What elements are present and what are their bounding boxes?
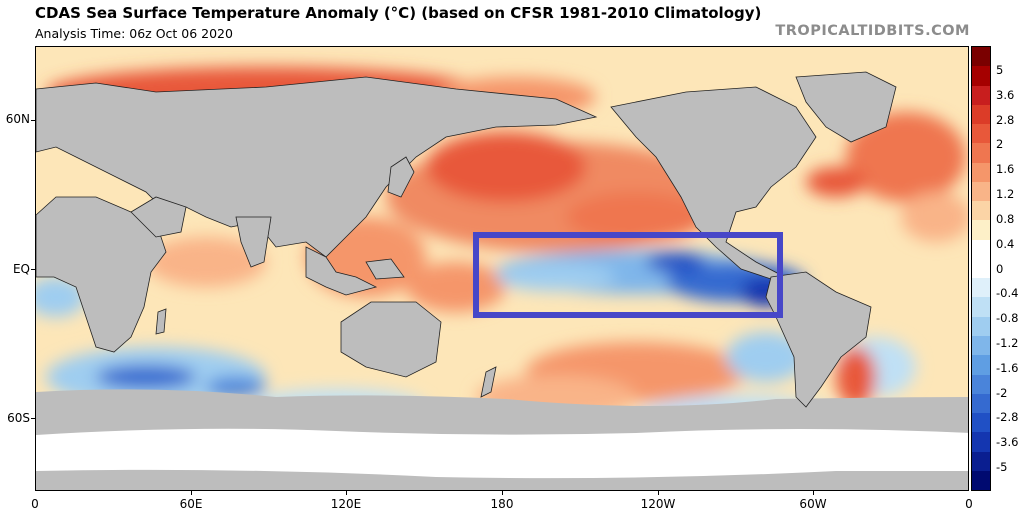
colorbar-segment: [972, 393, 990, 414]
colorbar-tick-label: 2.8: [996, 112, 1015, 127]
lon-tick: [658, 491, 659, 495]
lon-label-0-left: 0: [31, 497, 39, 511]
colorbar-segment: [972, 316, 990, 336]
map-canvas: [36, 47, 968, 490]
colorbar-segment: [972, 278, 990, 298]
chart-title: CDAS Sea Surface Temperature Anomaly (°C…: [35, 4, 762, 22]
colorbar-segment: [972, 413, 990, 433]
colorbar-segment: [972, 181, 990, 202]
lon-tick: [191, 491, 192, 495]
colorbar-tick-label: 3.6: [996, 87, 1015, 102]
land-masses: [36, 71, 897, 408]
colorbar-segment: [972, 162, 990, 182]
analysis-time: Analysis Time: 06z Oct 06 2020: [35, 26, 233, 41]
colorbar-segment: [972, 374, 990, 394]
lat-label-60n: 60N: [5, 112, 30, 126]
lat-label-eq: EQ: [12, 262, 30, 276]
lon-tick: [346, 491, 347, 495]
lat-label-60s: 60S: [7, 411, 30, 425]
colorbar-segment: [972, 143, 990, 163]
colorbar-segment: [972, 335, 990, 356]
colorbar-tick-label: -2.8: [996, 410, 1019, 425]
colorbar-segment: [972, 432, 990, 452]
lon-label-120w: 120W: [640, 497, 676, 511]
colorbar-segment: [972, 239, 990, 259]
lon-label-120e: 120E: [330, 497, 362, 511]
colorbar-tick-label: 2: [996, 137, 1004, 152]
lon-label-0-right: 0: [965, 497, 973, 511]
colorbar-tick-label: 0.8: [996, 211, 1015, 226]
colorbar-tick-label: -3.6: [996, 435, 1019, 450]
colorbar-segment: [972, 201, 990, 221]
lon-label-60e: 60E: [179, 497, 203, 511]
colorbar-tick-label: 1.2: [996, 187, 1015, 202]
colorbar-segment: [972, 85, 990, 105]
colorbar-tick-label: -5: [996, 460, 1008, 474]
lat-tick-60s: [31, 418, 35, 419]
colorbar-segment: [972, 220, 990, 240]
colorbar-tick-label: -1.6: [996, 360, 1019, 375]
lat-tick-eq: [31, 269, 35, 270]
lon-label-180: 180: [490, 497, 514, 511]
colorbar-segment: [972, 297, 990, 317]
antarctica: [36, 389, 968, 490]
colorbar-segment: [972, 66, 990, 86]
colorbar-tick-label: -2: [996, 385, 1008, 400]
lon-label-60w: 60W: [799, 497, 827, 511]
colorbar-tick-label: -1.2: [996, 335, 1019, 350]
nino-region-highlight-box: [473, 232, 783, 318]
lon-tick: [813, 491, 814, 495]
lon-tick: [502, 491, 503, 495]
colorbar-segment: [972, 47, 990, 67]
colorbar-segment: [972, 355, 990, 375]
colorbar-segment: [972, 470, 990, 491]
lat-tick-60n: [31, 120, 35, 121]
brand-watermark: TROPICALTIDBITS.COM: [775, 23, 970, 39]
colorbar-segment: [972, 104, 990, 125]
colorbar-segment: [972, 258, 990, 279]
colorbar-tick-label: 5: [996, 63, 1004, 77]
colorbar-tick-label: 0: [996, 261, 1004, 276]
sst-anomaly-map: [35, 46, 969, 491]
colorbar: [971, 46, 991, 491]
colorbar-tick-label: 1.6: [996, 162, 1015, 177]
colorbar-tick-label: -0.8: [996, 311, 1019, 326]
colorbar-segment: [972, 451, 990, 471]
colorbar-tick-label: -0.4: [996, 286, 1019, 301]
colorbar-segment: [972, 124, 990, 144]
colorbar-tick-label: 0.4: [996, 236, 1015, 251]
